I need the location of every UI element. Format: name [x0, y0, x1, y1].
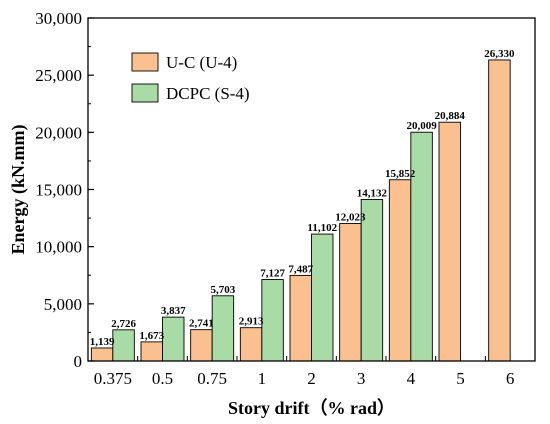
y-tick-label: 20,000: [35, 123, 82, 142]
x-tick-label-1: 1: [258, 369, 267, 388]
x-tick-label-4: 4: [407, 369, 416, 388]
y-tick-label: 5,000: [44, 295, 82, 314]
data-label-dcpc-s-4-0-5: 3,837: [161, 305, 186, 317]
y-axis: 0 5,000 10,000 15,000 20,000 25,000 30,000: [35, 9, 94, 371]
data-label-dcpc-s-4-1: 7,127: [260, 268, 285, 280]
y-axis-title: Energy (kN.mm): [8, 125, 29, 255]
data-label-dcpc-s-4-0-375: 2,726: [111, 318, 136, 330]
bars-layer: [90, 59, 511, 362]
data-label-u-c-u-4-0-375: 1,139: [90, 336, 115, 348]
x-axis: 0.375 0.5 0.75 1 2 3 4 5 6: [94, 356, 515, 388]
bar-u-c-u-4-1: [239, 327, 263, 362]
data-label-u-c-u-4-0-5: 1,673: [139, 330, 164, 342]
bar-dcpc-s-4-2: [311, 233, 334, 362]
bar-dcpc-s-4-0-75: [211, 295, 235, 362]
x-axis-title: Story drift（% rad）: [228, 398, 395, 418]
y-tick-label: 15,000: [35, 181, 82, 200]
bar-dcpc-s-4-4: [410, 131, 433, 362]
y-tick-label: 10,000: [35, 238, 82, 257]
x-tick-label-0-75: 0.75: [197, 369, 227, 388]
x-tick-label-0-375: 0.375: [94, 369, 132, 388]
bar-u-c-u-4-2: [289, 274, 312, 362]
bar-u-c-u-4-0-375: [90, 347, 114, 362]
data-label-u-c-u-4-5: 20,884: [435, 110, 466, 122]
x-tick-label-2: 2: [307, 369, 316, 388]
y-tick-label: 0: [74, 352, 83, 371]
legend-label-u-c: U-C (U-4): [166, 53, 237, 72]
bar-u-c-u-4-3: [339, 223, 362, 362]
data-label-u-c-u-4-0-75: 2,741: [189, 318, 214, 330]
bar-dcpc-s-4-3: [360, 198, 384, 362]
data-label-u-c-u-4-1: 2,913: [239, 316, 264, 328]
data-label-u-c-u-4-3: 12,023: [335, 212, 366, 224]
legend: U-C (U-4) DCPC (S-4): [131, 52, 250, 103]
data-label-u-c-u-4-2: 7,487: [288, 263, 313, 275]
x-tick-label-0-5: 0.5: [152, 369, 173, 388]
data-label-u-c-u-4-4: 15,852: [385, 168, 416, 180]
bar-u-c-u-4-0-75: [190, 329, 213, 362]
data-label-u-c-u-4-6: 26,330: [484, 48, 515, 60]
data-label-dcpc-s-4-0-75: 5,703: [211, 284, 236, 296]
bar-dcpc-s-4-1: [261, 279, 284, 362]
data-labels-layer: 1,139 1,673 2,741 2,913 7,487 12,023 15,852 20,…: [90, 48, 515, 348]
bar-dcpc-s-4-0-5: [162, 316, 185, 362]
data-label-dcpc-s-4-3: 14,132: [357, 187, 388, 199]
bar-u-c-u-4-4: [388, 179, 412, 362]
legend-swatch-dcpc: [131, 83, 159, 103]
data-label-dcpc-s-4-2: 11,102: [307, 222, 337, 234]
bar-u-c-u-4-6: [488, 59, 511, 362]
bar-dcpc-s-4-0-375: [112, 329, 135, 362]
x-tick-label-5: 5: [456, 369, 465, 388]
legend-swatch-u-c: [131, 52, 159, 72]
legend-label-dcpc: DCPC (S-4): [166, 84, 250, 103]
bar-u-c-u-4-5: [438, 121, 461, 362]
x-tick-label-6: 6: [506, 369, 515, 388]
x-tick-label-3: 3: [357, 369, 366, 388]
y-tick-label: 25,000: [35, 66, 82, 85]
y-tick-label: 30,000: [35, 9, 82, 28]
data-label-dcpc-s-4-4: 20,009: [406, 120, 437, 132]
bar-u-c-u-4-0-5: [140, 341, 163, 362]
